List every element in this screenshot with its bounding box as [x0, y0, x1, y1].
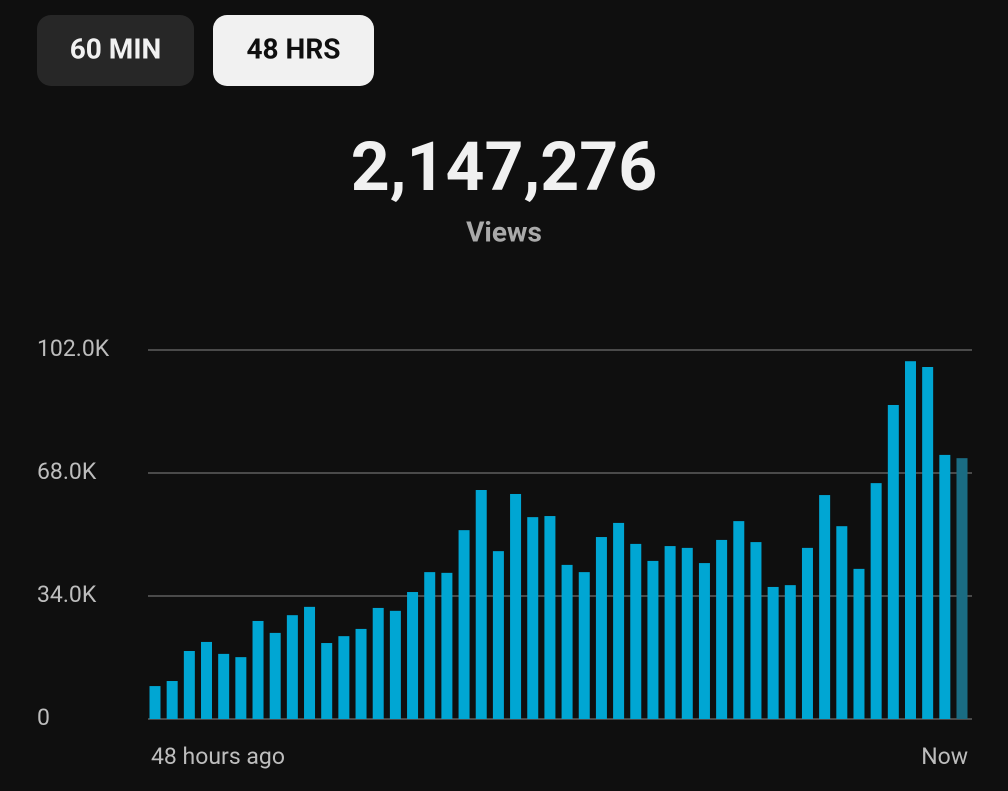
bar: [218, 653, 230, 719]
bar: [784, 585, 796, 719]
bar: [372, 607, 384, 719]
bar: [286, 615, 298, 719]
x-tick-label: 48 hours ago: [151, 743, 285, 770]
tab-label[interactable]: 48 HRS: [246, 32, 340, 65]
bar: [922, 367, 934, 719]
bar: [269, 632, 281, 719]
bar: [939, 454, 951, 719]
bar: [733, 521, 745, 719]
bar: [870, 483, 882, 719]
bar: [201, 641, 213, 719]
bar: [956, 458, 968, 719]
tab-48-hrs[interactable]: [213, 15, 374, 86]
x-tick-label: Now: [921, 743, 968, 770]
tab-60-min[interactable]: [37, 15, 194, 86]
bar: [681, 547, 693, 719]
chart-subtitle: Views: [466, 215, 542, 248]
y-tick-label: 34.0K: [37, 581, 97, 608]
bar: [166, 681, 178, 719]
bar: [389, 610, 401, 719]
bar: [716, 539, 728, 719]
bar: [578, 572, 590, 719]
tab-label[interactable]: 60 MIN: [70, 32, 162, 65]
bar: [355, 628, 367, 719]
bar: [338, 636, 350, 719]
bar: [407, 592, 419, 719]
y-tick-label: 68.0K: [37, 458, 97, 485]
bar: [441, 572, 453, 719]
bar: [630, 543, 642, 719]
bar: [698, 563, 710, 719]
bar: [836, 526, 848, 719]
bar: [887, 404, 899, 719]
bar: [647, 560, 659, 719]
bar: [595, 537, 607, 719]
bar: [149, 686, 161, 719]
bar: [853, 568, 865, 719]
bar: [613, 522, 625, 719]
bar: [424, 572, 436, 719]
bar: [664, 546, 676, 719]
bar: [767, 586, 779, 719]
bar: [561, 564, 573, 719]
bar: [304, 606, 316, 719]
bar: [458, 530, 470, 719]
bar: [801, 547, 813, 719]
bar: [750, 542, 762, 719]
bar: [527, 517, 539, 719]
chart-title: 2,147,276: [351, 127, 658, 207]
bar: [544, 516, 556, 719]
bar: [235, 657, 247, 719]
bar: [321, 643, 333, 719]
bar: [510, 493, 522, 719]
bar: [475, 490, 487, 719]
y-tick-label: 102.0K: [37, 335, 110, 362]
y-tick-label: 0: [37, 704, 50, 731]
bar: [492, 551, 504, 719]
bar: [904, 361, 916, 719]
bar: [819, 495, 831, 719]
bar: [183, 650, 195, 719]
bar: [252, 620, 264, 719]
